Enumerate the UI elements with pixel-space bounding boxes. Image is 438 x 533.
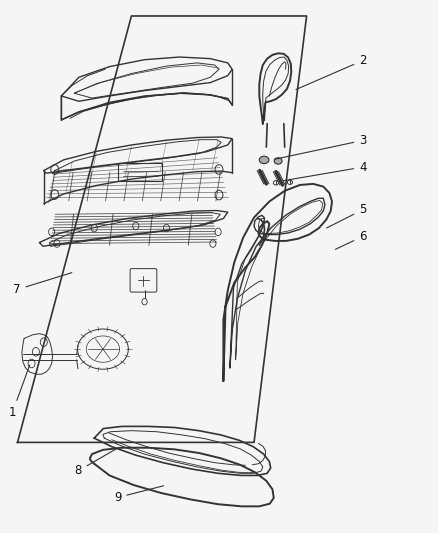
Text: 6: 6 [336, 230, 367, 249]
Text: 2: 2 [296, 54, 367, 90]
Ellipse shape [274, 158, 282, 164]
Text: 5: 5 [327, 203, 367, 228]
Ellipse shape [259, 156, 269, 164]
Text: 4: 4 [283, 160, 367, 181]
Text: 3: 3 [274, 134, 367, 159]
Text: 9: 9 [114, 486, 164, 504]
Text: 7: 7 [13, 273, 72, 296]
Text: 8: 8 [74, 449, 116, 478]
Text: 1: 1 [9, 365, 30, 419]
